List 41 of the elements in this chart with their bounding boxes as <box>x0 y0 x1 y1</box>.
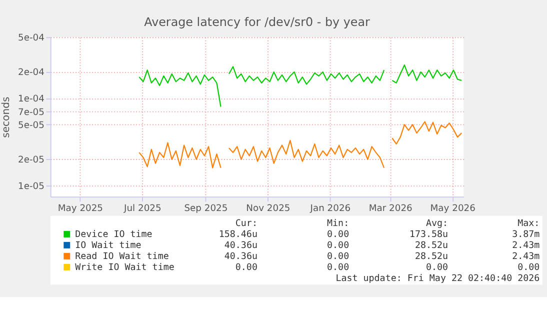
text: 0.00 <box>327 240 350 251</box>
x-tick-label: Sep 2025 <box>184 202 228 214</box>
text: Min: <box>327 218 350 229</box>
text: 158.46u <box>218 228 258 240</box>
text: 2.43m <box>512 240 540 251</box>
y-axis-title: seconds <box>0 96 12 138</box>
text: 0.00 <box>426 262 448 273</box>
y-tick-label: 7e-05 <box>18 107 45 118</box>
text: 0.00 <box>327 228 350 240</box>
legend-label: IO Wait time <box>75 240 142 251</box>
text: 40.36u <box>224 240 258 251</box>
x-tick-label: May 2025 <box>58 202 104 214</box>
text: 173.58u <box>409 228 448 240</box>
x-tick-label: Mar 2026 <box>368 202 413 214</box>
x-tick-label: Nov 2025 <box>246 202 290 214</box>
y-tick-label: 1e-05 <box>18 180 45 192</box>
y-tick-label: 2e-04 <box>18 67 45 78</box>
text: 0.00 <box>327 262 350 273</box>
legend-label: Write IO Wait time <box>75 262 174 273</box>
text: 3.87m <box>512 228 540 240</box>
text: 0.00 <box>518 262 540 273</box>
legend-label: Read IO Wait time <box>75 250 169 262</box>
legend-label: Device IO time <box>75 228 152 240</box>
y-tick-label: 5e-04 <box>18 32 45 44</box>
text: Max: <box>518 218 540 229</box>
x-tick-label: Jan 2026 <box>309 202 351 214</box>
chart-title: Average latency for /dev/sr0 - by year <box>144 15 370 30</box>
text: Last update: Fri May 22 02:40:40 2026 <box>336 272 540 284</box>
text: Cur: <box>235 218 258 229</box>
text: 28.52u <box>414 240 448 251</box>
x-tick-label: May 2026 <box>430 202 476 214</box>
text: 28.52u <box>414 250 448 262</box>
text: Avg: <box>426 218 448 229</box>
text: 40.36u <box>224 250 258 262</box>
text: 2.43m <box>512 250 540 262</box>
text: 0.00 <box>327 250 350 262</box>
x-tick-label: Jul 2025 <box>123 202 162 214</box>
y-tick-label: 1e-04 <box>18 93 45 104</box>
y-tick-label: 5e-05 <box>18 120 45 131</box>
y-tick-label: 2e-05 <box>18 154 45 166</box>
text: 0.00 <box>235 262 258 273</box>
